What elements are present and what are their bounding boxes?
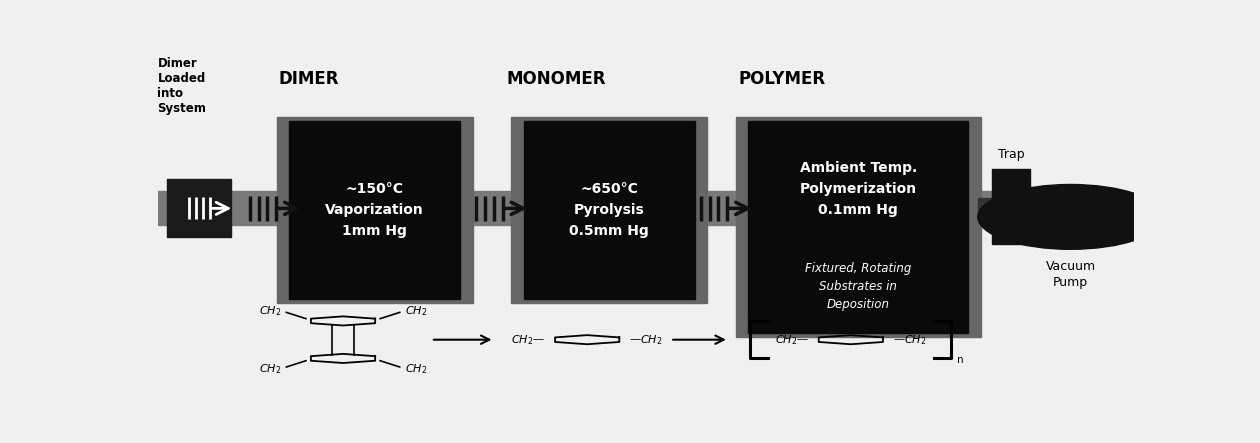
Text: Ambient Temp.
Polymerization
0.1mm Hg: Ambient Temp. Polymerization 0.1mm Hg [800, 161, 917, 217]
Bar [978, 198, 1029, 218]
Bar [748, 121, 968, 333]
Text: DIMER: DIMER [278, 70, 339, 88]
Bar [290, 121, 460, 299]
Text: —$CH_2$: —$CH_2$ [893, 333, 926, 346]
Text: POLYMER: POLYMER [738, 70, 827, 88]
Circle shape [978, 184, 1163, 249]
Bar [993, 169, 1029, 244]
Bar [736, 117, 980, 337]
Text: $CH_2$: $CH_2$ [260, 304, 281, 318]
Text: $CH_2$—: $CH_2$— [512, 333, 546, 346]
Bar [512, 117, 707, 303]
Text: Trap: Trap [998, 148, 1024, 161]
Bar [277, 117, 472, 303]
Text: MONOMER: MONOMER [507, 70, 606, 88]
Text: $CH_2$: $CH_2$ [260, 362, 281, 376]
Text: Dimer
Loaded
into
System: Dimer Loaded into System [158, 57, 207, 115]
Text: ~150°C
Vaporization
1mm Hg: ~150°C Vaporization 1mm Hg [325, 182, 425, 238]
Text: ~650°C
Pyrolysis
0.5mm Hg: ~650°C Pyrolysis 0.5mm Hg [570, 182, 649, 238]
Text: —$CH_2$: —$CH_2$ [629, 333, 663, 346]
Bar [158, 191, 1002, 225]
Text: $CH_2$—: $CH_2$— [775, 333, 809, 346]
Text: $CH_2$: $CH_2$ [404, 304, 427, 318]
Text: n: n [958, 355, 964, 365]
Bar [524, 121, 694, 299]
Text: $CH_2$: $CH_2$ [404, 362, 427, 376]
Text: Fixtured, Rotating
Substrates in
Deposition: Fixtured, Rotating Substrates in Deposit… [805, 262, 911, 311]
Text: Vacuum
Pump: Vacuum Pump [1046, 260, 1096, 288]
Bar [168, 179, 231, 237]
